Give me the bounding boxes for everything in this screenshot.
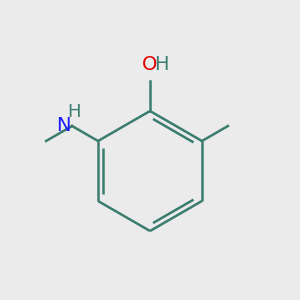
Text: H: H <box>154 55 169 74</box>
Text: H: H <box>67 103 80 122</box>
Text: O: O <box>142 55 158 74</box>
Text: N: N <box>56 116 70 136</box>
